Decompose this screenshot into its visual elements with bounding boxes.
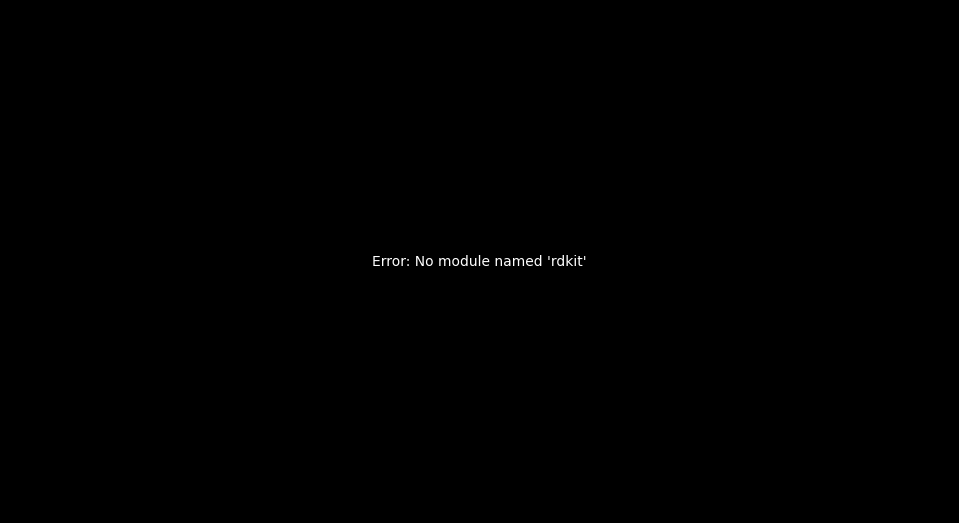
- Text: Error: No module named 'rdkit': Error: No module named 'rdkit': [372, 255, 587, 268]
